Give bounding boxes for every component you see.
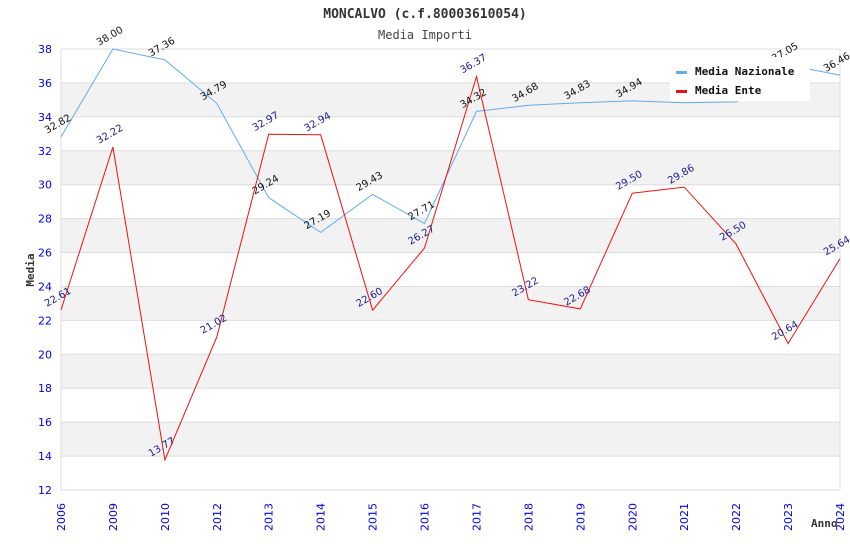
y-tick-label: 30 (38, 179, 52, 192)
x-axis-ticks: 2006 2009 2010 2012 2013 2014 2015 2016 2017 2018… (55, 503, 847, 531)
legend-swatch-nazionale (676, 71, 687, 74)
y-tick-label: 14 (38, 450, 52, 463)
x-axis-label: Anno (811, 517, 838, 530)
y-axis-ticks: 12 14 16 18 20 22 24 26 28 30 32 34 36 38 (38, 43, 52, 497)
y-tick-label: 34 (38, 111, 52, 124)
legend: Media Nazionale Media Ente (670, 57, 810, 101)
plot-band (61, 286, 840, 321)
y-tick-label: 32 (38, 145, 52, 158)
x-tick-label: 2022 (730, 503, 743, 531)
x-tick-label: 2015 (367, 503, 380, 531)
legend-swatch-ente (676, 90, 687, 93)
x-tick-label: 2010 (159, 503, 172, 531)
y-axis-label: Media (24, 253, 37, 286)
series-line-media-ente (60, 74, 841, 462)
data-label-nazionale: 38.00 (95, 25, 125, 49)
x-tick-label: 2017 (470, 503, 483, 531)
chart-title: MONCALVO (c.f.80003610054) (323, 7, 527, 22)
x-tick-label: 2021 (678, 503, 691, 531)
x-tick-label: 2009 (107, 503, 120, 531)
y-tick-label: 18 (38, 382, 52, 395)
chart-subtitle: Media Importi (378, 28, 472, 42)
x-tick-label: 2018 (522, 503, 535, 531)
x-tick-label: 2013 (263, 503, 276, 531)
y-tick-label: 36 (38, 77, 52, 90)
y-tick-label: 38 (38, 43, 52, 56)
x-tick-label: 2024 (834, 503, 847, 531)
y-tick-label: 20 (38, 348, 52, 361)
x-tick-label: 2023 (782, 503, 795, 531)
legend-label-nazionale: Media Nazionale (695, 65, 795, 78)
y-tick-label: 24 (38, 280, 52, 293)
x-tick-label: 2012 (211, 503, 224, 531)
x-tick-label: 2016 (419, 503, 432, 531)
legend-label-ente: Media Ente (695, 84, 762, 97)
plot-bands (61, 49, 840, 490)
grid-lines (60, 48, 841, 491)
y-tick-label: 22 (38, 314, 52, 327)
y-tick-label: 26 (38, 247, 52, 260)
plot-band (61, 218, 840, 253)
plot-band (61, 422, 840, 457)
plot-band (61, 354, 840, 389)
x-tick-label: 2020 (626, 503, 639, 531)
x-tick-label: 2006 (55, 503, 68, 531)
x-tick-label: 2014 (315, 503, 328, 531)
x-tick-label: 2019 (574, 503, 587, 531)
series-lines (60, 48, 841, 462)
series-line-media-nazionale (60, 48, 841, 234)
legend-box (670, 57, 810, 101)
plot-area (61, 49, 840, 490)
y-tick-label: 28 (38, 213, 52, 226)
y-tick-label: 16 (38, 416, 52, 429)
y-tick-label: 12 (38, 484, 52, 497)
